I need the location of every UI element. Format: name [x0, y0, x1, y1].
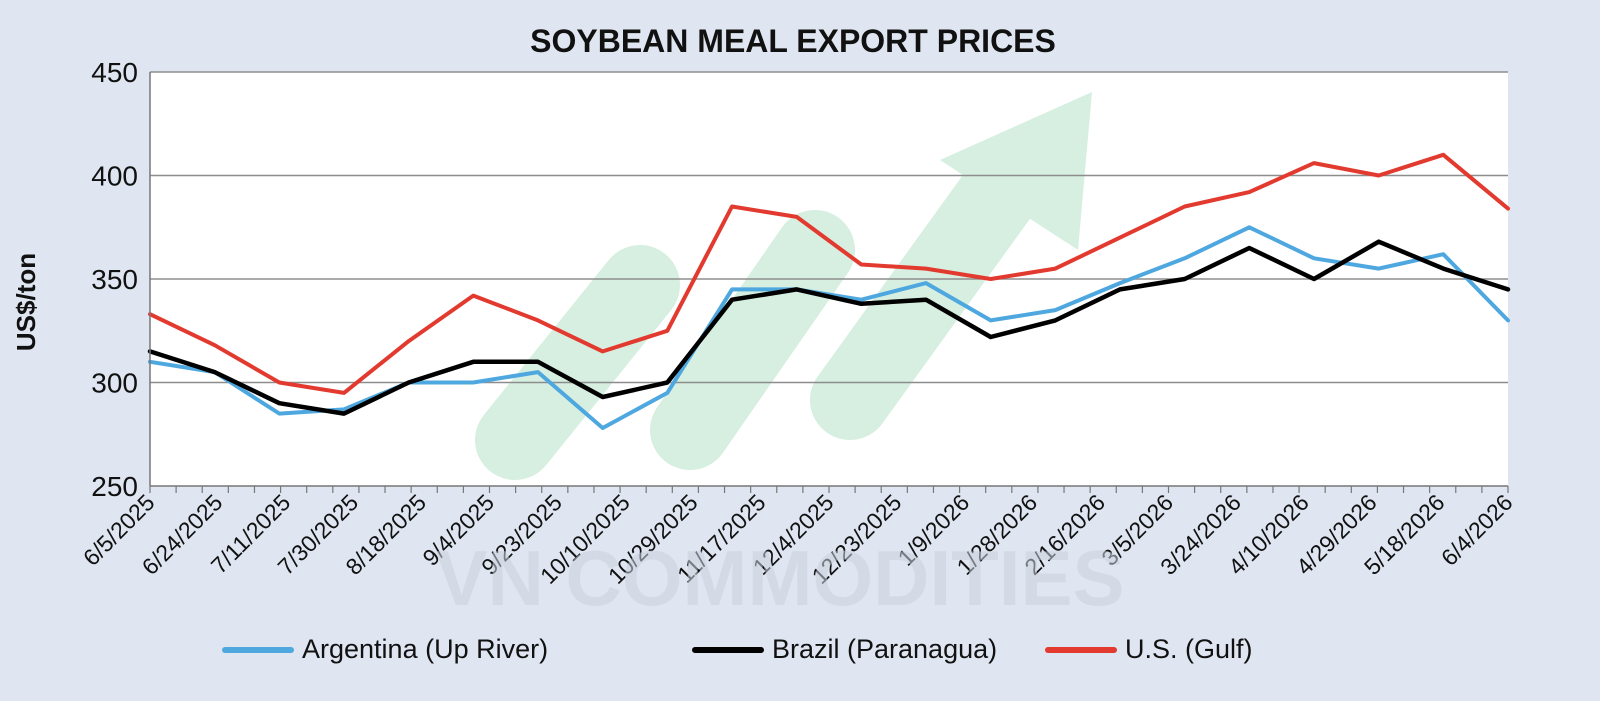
legend-label-brazil: Brazil (Paranagua) — [772, 634, 998, 664]
y-axis-label: US$/ton — [11, 253, 41, 351]
legend-item-brazil: Brazil (Paranagua) — [692, 634, 997, 665]
watermark-stroke-3 — [810, 145, 1045, 440]
legend-label-argentina: Argentina (Up River) — [302, 634, 549, 664]
y-tick-label: 400 — [91, 161, 138, 192]
series-line-1 — [147, 239, 1511, 416]
legend: Argentina (Up River) Brazil (Paranagua) … — [0, 634, 1600, 674]
watermark-arrowhead — [940, 92, 1092, 250]
series-line-2 — [148, 152, 1510, 395]
legend-swatch-brazil — [692, 646, 764, 653]
chart-title: SOYBEAN MEAL EXPORT PRICES — [530, 23, 1056, 59]
watermark-logo — [475, 92, 1092, 480]
legend-item-argentina: Argentina (Up River) — [222, 634, 548, 665]
legend-swatch-us — [1045, 646, 1117, 653]
legend-label-us: U.S. (Gulf) — [1125, 634, 1253, 664]
y-tick-label: 350 — [91, 264, 138, 295]
x-tick-label: 6/4/2026 — [1436, 489, 1518, 571]
y-tick-label: 250 — [91, 471, 138, 502]
y-tick-label: 300 — [91, 368, 138, 399]
series-lines — [147, 152, 1511, 430]
watermark-stroke-1 — [475, 245, 680, 480]
legend-swatch-argentina — [222, 646, 294, 653]
y-tick-label: 450 — [91, 57, 138, 88]
legend-item-us: U.S. (Gulf) — [1045, 634, 1253, 665]
axes — [149, 72, 1509, 493]
watermark-stroke-2 — [650, 210, 855, 470]
y-tick-labels: 250 300 350 400 450 — [91, 57, 138, 502]
watermark-text: VN COMMODITIES — [435, 534, 1124, 622]
